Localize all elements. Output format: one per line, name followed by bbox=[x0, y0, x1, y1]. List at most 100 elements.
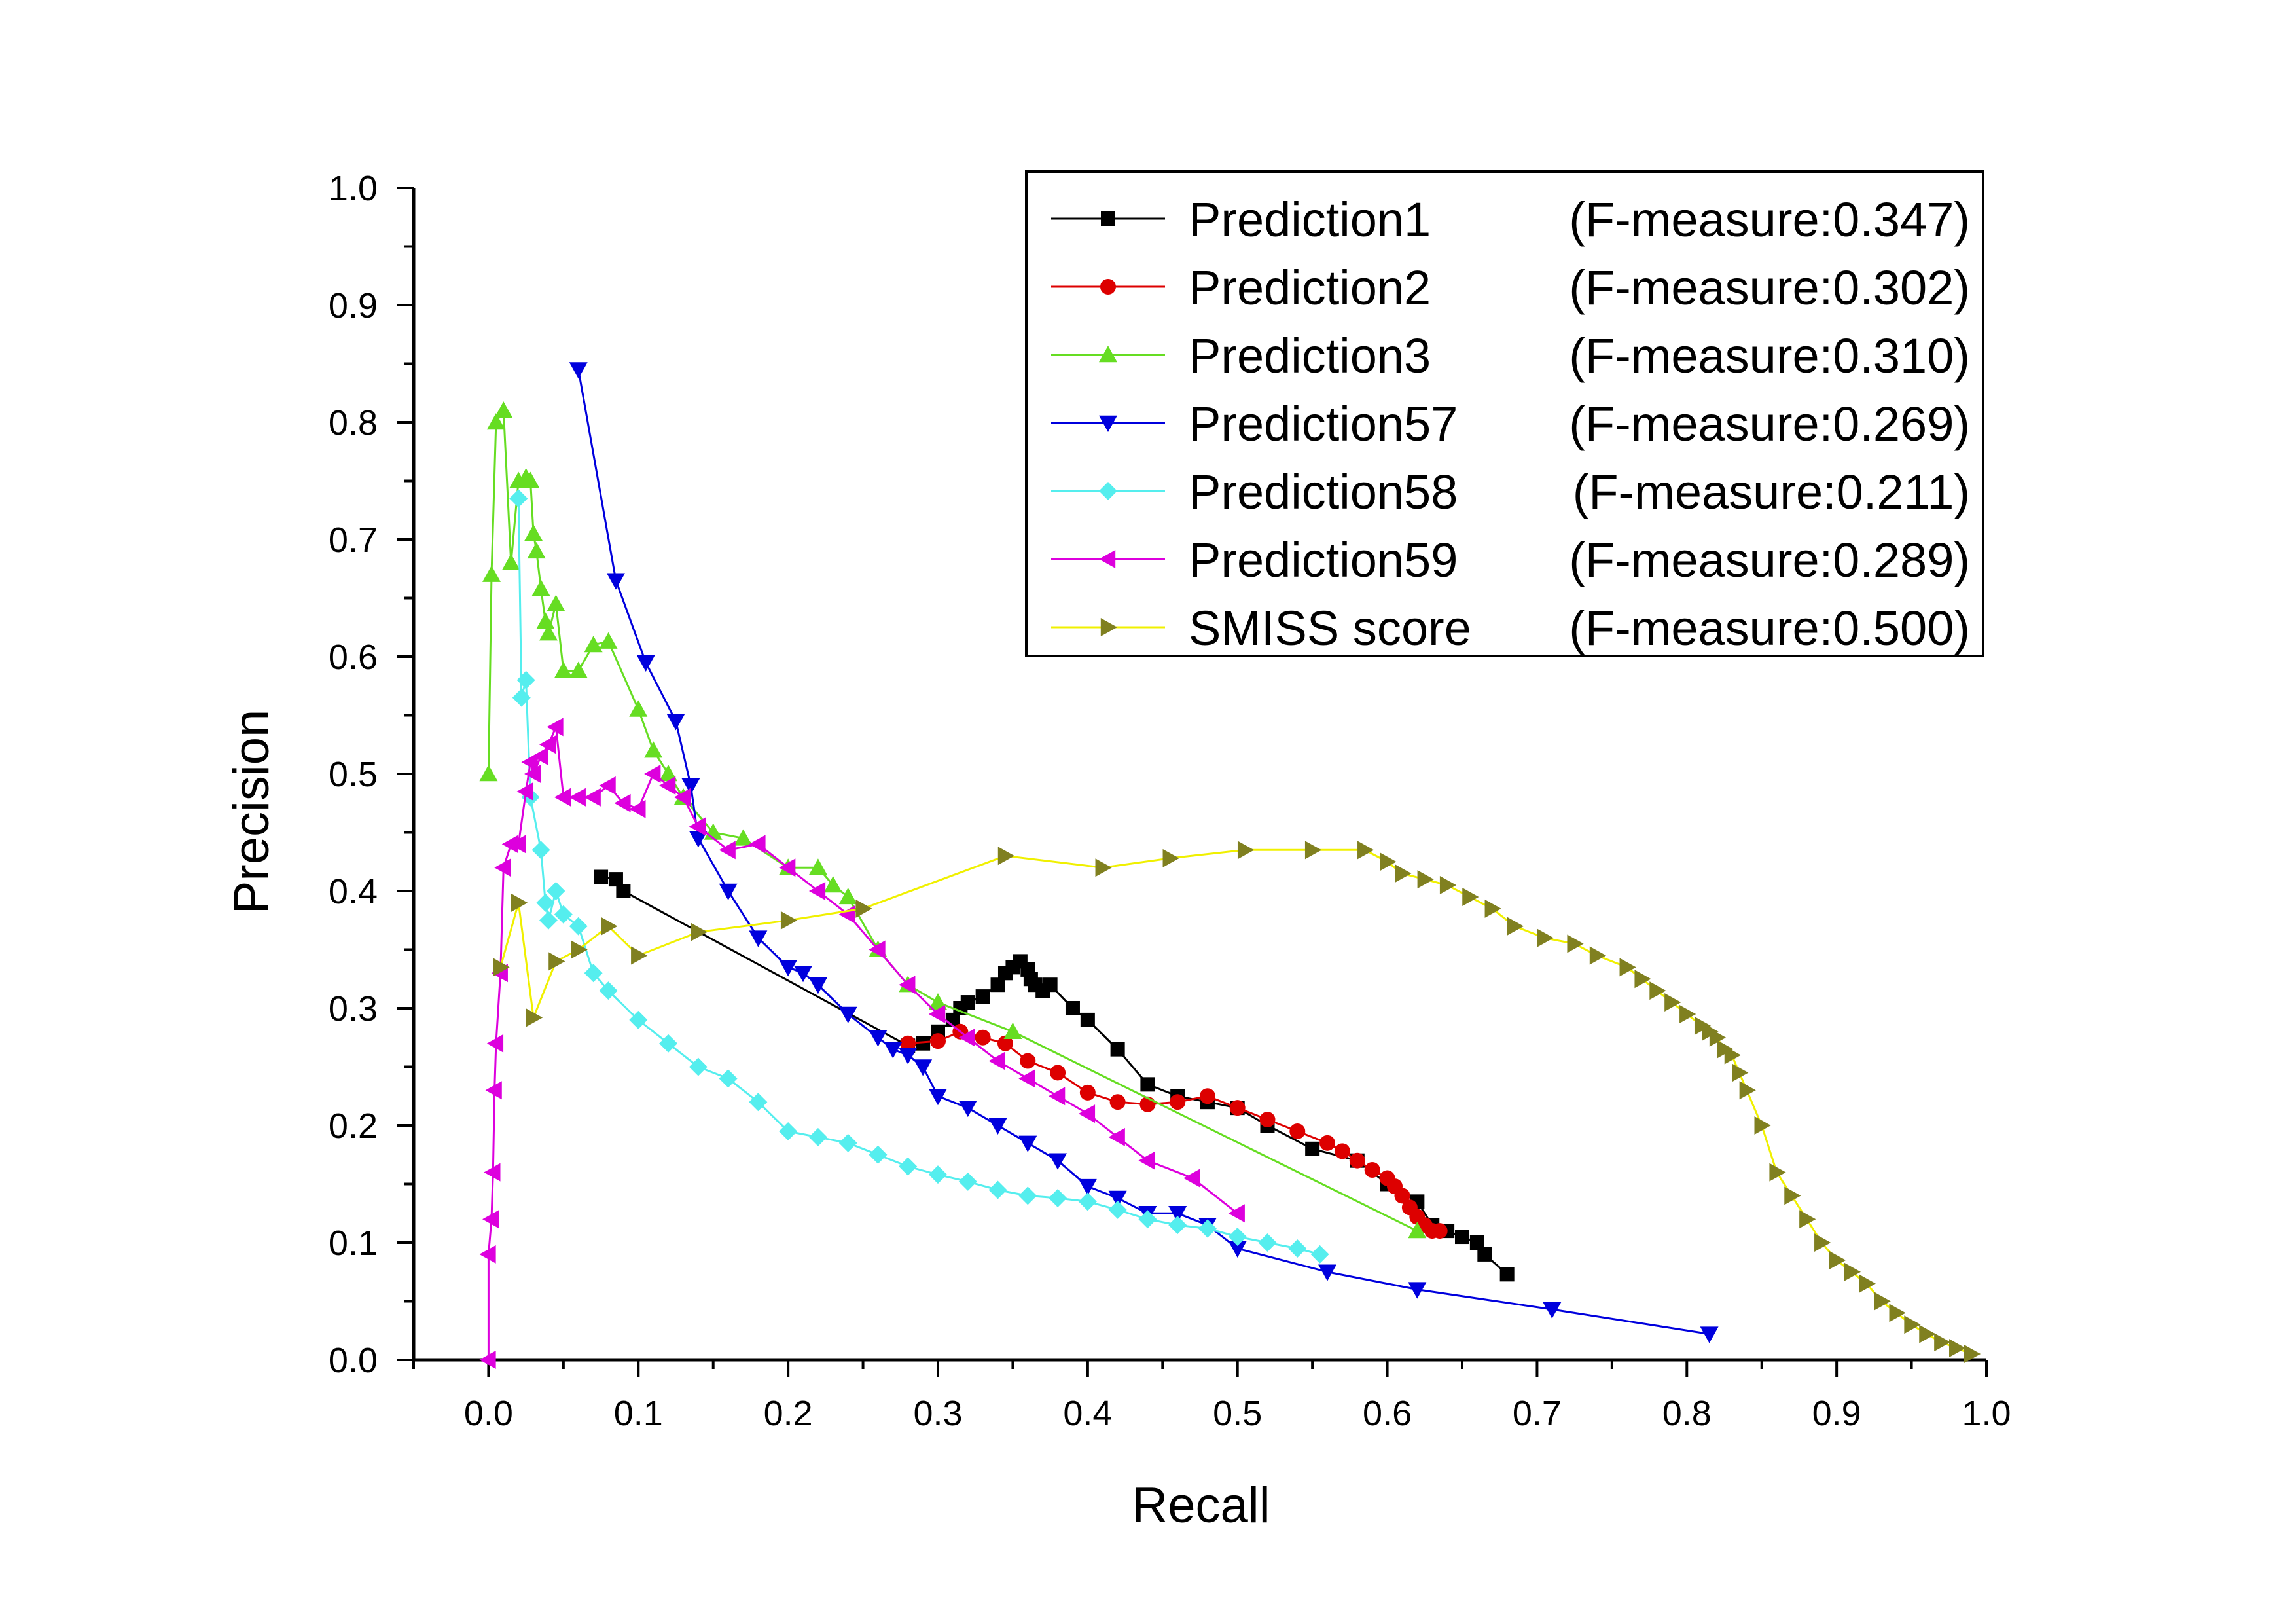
data-point-prediction2 bbox=[1259, 1112, 1276, 1128]
data-point-prediction3 bbox=[482, 565, 501, 582]
legend-marker bbox=[1100, 279, 1116, 295]
data-point-prediction58 bbox=[569, 917, 588, 936]
data-point-smiss-score bbox=[1589, 946, 1606, 965]
data-point-prediction57 bbox=[808, 977, 827, 994]
data-point-prediction3 bbox=[599, 632, 618, 649]
data-point-smiss-score bbox=[1799, 1210, 1816, 1229]
data-point-smiss-score bbox=[1537, 928, 1554, 947]
data-point-prediction57 bbox=[1078, 1178, 1097, 1196]
series-prediction2 bbox=[900, 1023, 1448, 1239]
data-point-prediction57 bbox=[606, 573, 625, 590]
data-point-prediction59 bbox=[569, 788, 586, 807]
legend-entry: Prediction3 (F-measure:0.310) bbox=[1051, 329, 1970, 383]
data-point-smiss-score bbox=[1724, 1046, 1741, 1065]
series-line-prediction59 bbox=[487, 723, 1238, 1360]
data-point-prediction2 bbox=[1319, 1135, 1336, 1151]
y-tick-label: 0.3 bbox=[329, 989, 378, 1029]
data-point-prediction57 bbox=[1049, 1153, 1067, 1170]
data-point-smiss-score bbox=[511, 893, 528, 912]
data-point-prediction3 bbox=[734, 829, 753, 846]
data-point-prediction59 bbox=[516, 782, 533, 801]
data-point-prediction59 bbox=[547, 718, 564, 737]
legend-entry: Prediction59 (F-measure:0.289) bbox=[1051, 533, 1970, 587]
legend-entry: SMISS score (F-measure:0.500) bbox=[1051, 601, 1970, 655]
data-point-prediction3 bbox=[584, 636, 603, 653]
data-point-prediction2 bbox=[975, 1029, 991, 1046]
series-layer bbox=[479, 362, 1981, 1369]
legend-fmeasure: (F-measure:0.211) bbox=[1573, 465, 1970, 519]
data-point-prediction3 bbox=[838, 887, 857, 905]
data-point-prediction57 bbox=[884, 1042, 903, 1059]
data-point-prediction59 bbox=[689, 817, 706, 836]
data-point-prediction1 bbox=[960, 995, 975, 1010]
data-point-smiss-score bbox=[1357, 841, 1374, 860]
data-point-prediction58 bbox=[531, 841, 550, 860]
data-point-prediction3 bbox=[659, 765, 678, 782]
data-point-prediction57 bbox=[666, 714, 685, 731]
data-point-prediction57 bbox=[681, 778, 700, 795]
data-point-prediction59 bbox=[869, 940, 886, 959]
legend-label: Prediction2 bbox=[1189, 261, 1431, 315]
data-point-prediction59 bbox=[779, 858, 796, 877]
data-point-prediction58 bbox=[1018, 1186, 1037, 1205]
data-point-prediction59 bbox=[629, 799, 646, 818]
x-axis: 0.0 0.1 0.2 0.3 0.4 0.5 0.6 0.7 0.8 0.9 1.0 bbox=[412, 1360, 2011, 1433]
data-point-prediction3 bbox=[823, 876, 842, 893]
data-point-prediction58 bbox=[599, 981, 618, 1000]
data-point-smiss-score bbox=[1567, 934, 1584, 953]
legend-fmeasure: (F-measure:0.310) bbox=[1569, 329, 1970, 383]
data-point-prediction1 bbox=[1043, 977, 1058, 993]
data-point-smiss-score bbox=[631, 946, 648, 965]
data-point-prediction58 bbox=[1310, 1245, 1329, 1264]
legend-fmeasure: (F-measure:0.269) bbox=[1569, 397, 1970, 451]
data-point-prediction57 bbox=[914, 1059, 933, 1076]
data-point-prediction2 bbox=[1050, 1065, 1066, 1081]
data-point-prediction58 bbox=[516, 670, 535, 689]
data-point-smiss-score bbox=[1304, 841, 1322, 860]
x-tick-label: 0.9 bbox=[1812, 1394, 1861, 1433]
data-point-smiss-score bbox=[1919, 1324, 1936, 1343]
legend-box bbox=[1025, 170, 1984, 657]
legend-marker bbox=[1101, 211, 1115, 226]
y-tick-label: 0.7 bbox=[329, 520, 378, 560]
legend-label: SMISS score bbox=[1189, 601, 1471, 655]
data-point-prediction59 bbox=[614, 793, 631, 812]
data-point-prediction3 bbox=[1003, 1022, 1022, 1039]
data-point-prediction1 bbox=[1477, 1247, 1492, 1262]
data-point-prediction1 bbox=[990, 977, 1005, 993]
data-point-prediction57 bbox=[1108, 1190, 1127, 1207]
data-point-prediction59 bbox=[1078, 1104, 1096, 1123]
data-point-prediction1 bbox=[608, 872, 623, 887]
data-point-smiss-score bbox=[1814, 1233, 1831, 1252]
data-point-prediction2 bbox=[1364, 1162, 1380, 1178]
data-point-prediction2 bbox=[1394, 1188, 1410, 1204]
data-point-prediction58 bbox=[584, 964, 603, 983]
data-point-prediction58 bbox=[629, 1010, 648, 1029]
y-tick-label: 0.5 bbox=[329, 755, 378, 794]
legend-entry: Prediction58 (F-measure:0.211) bbox=[1051, 465, 1970, 519]
legend-label: Prediction58 bbox=[1189, 465, 1458, 519]
x-tick-label: 0.8 bbox=[1662, 1394, 1712, 1433]
y-axis-title: Precision bbox=[224, 710, 279, 915]
data-point-prediction57 bbox=[689, 831, 708, 848]
series-line-prediction2 bbox=[908, 1030, 1440, 1232]
data-point-prediction58 bbox=[1198, 1219, 1217, 1238]
data-point-smiss-score bbox=[1095, 858, 1112, 877]
data-point-prediction2 bbox=[1170, 1094, 1186, 1110]
data-point-prediction59 bbox=[1138, 1151, 1155, 1170]
legend-label: Prediction57 bbox=[1189, 397, 1458, 451]
data-point-prediction57 bbox=[1168, 1206, 1187, 1223]
y-axis: 0.0 0.1 0.2 0.3 0.4 0.5 0.6 0.7 0.8 0.9 1.0 bbox=[329, 169, 414, 1380]
data-point-prediction3 bbox=[808, 858, 827, 875]
data-point-prediction58 bbox=[1228, 1228, 1247, 1247]
data-point-smiss-score bbox=[1784, 1186, 1801, 1205]
data-point-prediction3 bbox=[1408, 1222, 1427, 1239]
data-point-prediction57 bbox=[1018, 1135, 1037, 1152]
data-point-smiss-score bbox=[1934, 1333, 1951, 1352]
data-point-prediction2 bbox=[1020, 1053, 1036, 1069]
data-point-prediction3 bbox=[479, 765, 498, 782]
data-point-prediction59 bbox=[524, 765, 541, 783]
data-point-prediction57 bbox=[1700, 1326, 1719, 1343]
data-point-smiss-score bbox=[997, 847, 1014, 866]
data-point-prediction59 bbox=[1108, 1127, 1125, 1146]
